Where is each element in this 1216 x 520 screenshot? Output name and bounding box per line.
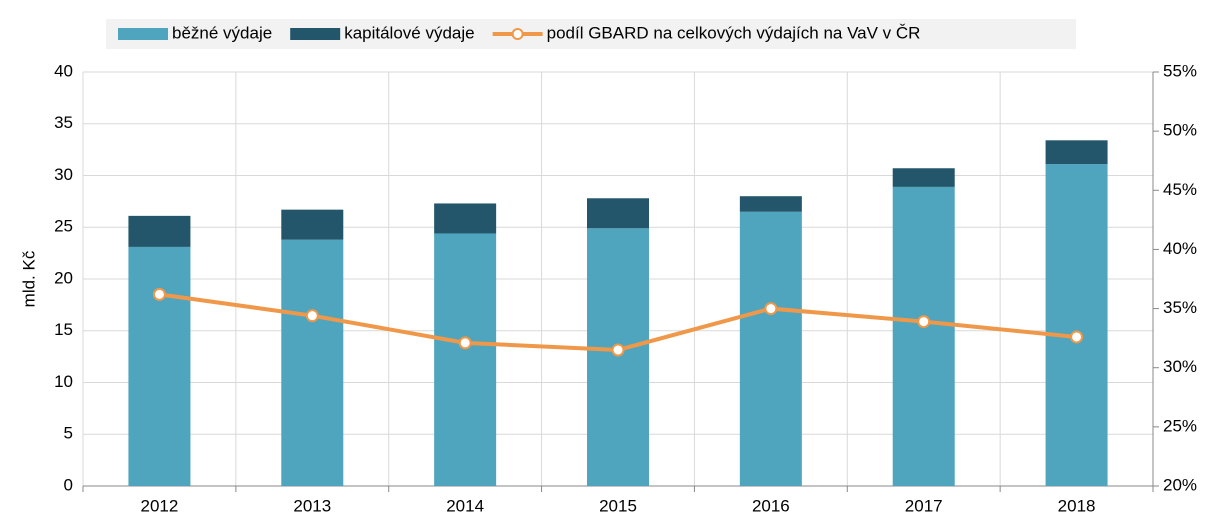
y2-tick-label: 30% [1163, 357, 1197, 376]
bar-segment [128, 215, 191, 247]
y-tick-label: 30 [54, 165, 73, 184]
bar-segment [892, 168, 955, 187]
y2-tick-label: 45% [1163, 180, 1197, 199]
line-point [305, 309, 319, 323]
y-axis-label: mld. Kč [19, 250, 38, 307]
y-tick-label: 35 [54, 113, 73, 132]
bar-segment [587, 198, 649, 229]
x-tick-label: 2013 [293, 496, 331, 515]
line-point [458, 336, 472, 350]
bar-segment [739, 196, 802, 212]
legend-label: podíl GBARD na celkových výdajích na VaV… [547, 23, 921, 42]
legend-label: běžné výdaje [172, 23, 272, 42]
y-tick-label: 20 [54, 268, 73, 287]
bar-segment [1045, 164, 1108, 487]
x-tick-label: 2018 [1058, 496, 1096, 515]
bar-segment [1045, 140, 1108, 165]
y2-tick-label: 55% [1163, 61, 1197, 80]
x-tick-label: 2017 [905, 496, 943, 515]
bar-segment [434, 233, 497, 486]
legend-swatch-marker [511, 28, 524, 40]
line-point [152, 287, 166, 301]
y-tick-label: 25 [54, 217, 73, 236]
x-tick-label: 2016 [752, 496, 790, 515]
bar-segment [434, 203, 497, 234]
bar-segment [281, 239, 344, 486]
y2-tick-label: 25% [1163, 416, 1197, 435]
x-tick-label: 2014 [446, 496, 484, 515]
bar-segment [587, 228, 649, 486]
legend-swatch [290, 28, 341, 40]
line-point [917, 315, 931, 329]
bar-segment [128, 246, 191, 486]
y-tick-label: 15 [54, 320, 73, 339]
y-tick-label: 0 [64, 475, 73, 494]
y2-tick-label: 20% [1163, 475, 1197, 494]
line-point [764, 302, 778, 316]
line-point [1070, 330, 1084, 344]
x-tick-label: 2012 [141, 496, 179, 515]
legend-swatch [118, 28, 168, 40]
bar-segment [892, 186, 955, 486]
y-tick-label: 10 [54, 372, 73, 391]
x-tick-label: 2015 [599, 496, 637, 515]
y-tick-label: 5 [64, 424, 73, 443]
line-point [611, 343, 625, 357]
bar-segment [739, 211, 802, 486]
bar-segment [281, 209, 344, 240]
legend-label: kapitálové výdaje [344, 23, 474, 42]
y2-tick-label: 40% [1163, 239, 1197, 258]
legend-box [106, 19, 1076, 49]
y2-tick-label: 50% [1163, 121, 1197, 140]
y-tick-label: 40 [54, 61, 73, 80]
y2-tick-label: 35% [1163, 298, 1197, 317]
